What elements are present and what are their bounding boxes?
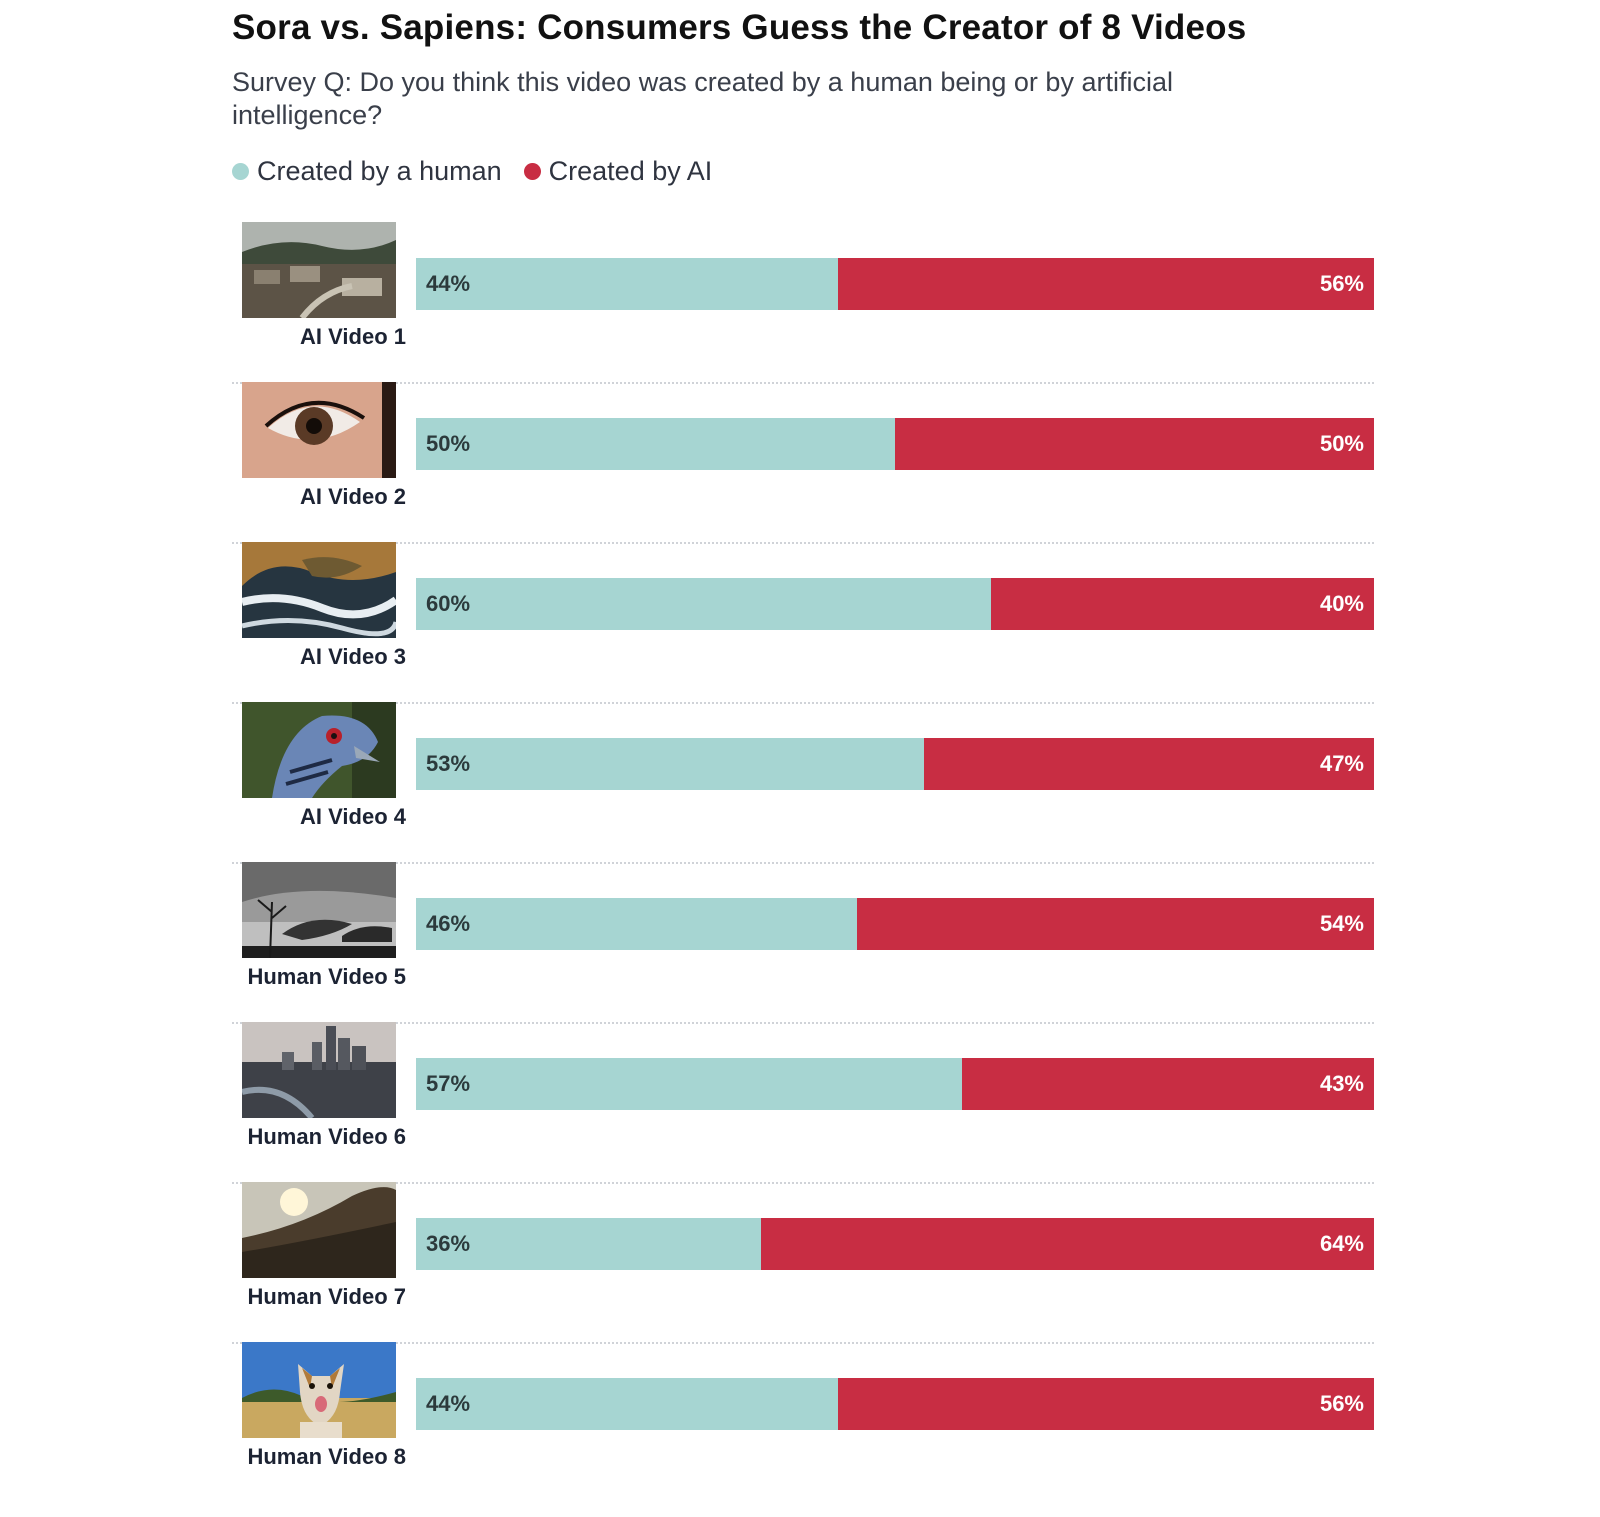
category-label: Human Video 7 <box>247 1284 406 1309</box>
row-divider <box>232 542 1374 544</box>
row-divider <box>232 1182 1374 1184</box>
chart-row: Human Video 6 57% 43% <box>232 1020 1374 1184</box>
data-label-ai: 40% <box>1319 591 1364 616</box>
data-label-human: 36% <box>426 1231 471 1256</box>
data-label-ai: 56% <box>1319 271 1364 296</box>
stacked-bar: 57% 43% <box>416 1058 1374 1110</box>
data-label-human: 50% <box>426 431 471 456</box>
stacked-bar: 46% 54% <box>416 898 1374 950</box>
data-label-human: 60% <box>426 591 471 616</box>
eye-icon <box>242 382 396 478</box>
row-divider <box>232 862 1374 864</box>
data-label-human: 53% <box>426 751 471 776</box>
chart-row: AI Video 4 53% 47% <box>232 700 1374 864</box>
legend-label-human: Created by a human <box>257 156 502 186</box>
bar-segment-human: 57% <box>416 1058 963 1110</box>
bar-segment-human: 36% <box>416 1218 761 1270</box>
bar-segment-ai: 40% <box>990 578 1374 630</box>
bar-segment-ai: 47% <box>923 738 1374 790</box>
row-divider <box>232 1022 1374 1024</box>
chart-row: AI Video 3 60% 40% <box>232 540 1374 704</box>
category-label: Human Video 5 <box>247 964 406 989</box>
dog-icon <box>242 1342 396 1438</box>
bar-segment-ai: 54% <box>856 898 1374 950</box>
category-label: AI Video 4 <box>300 804 406 829</box>
data-label-human: 44% <box>426 1391 471 1416</box>
row-divider <box>232 382 1374 384</box>
data-label-human: 57% <box>426 1071 471 1096</box>
chart-row: Human Video 8 44% 56% <box>232 1340 1374 1504</box>
legend-item-human: Created by a human <box>232 156 502 187</box>
data-label-ai: 56% <box>1319 1391 1364 1416</box>
bird-icon <box>242 702 396 798</box>
village-icon <box>242 222 396 318</box>
data-label-ai: 47% <box>1319 751 1364 776</box>
stacked-bar: 44% 56% <box>416 258 1374 310</box>
chart-row: Human Video 7 36% 64% <box>232 1180 1374 1344</box>
coast-icon <box>242 542 396 638</box>
data-label-human: 46% <box>426 911 471 936</box>
chart-row: Human Video 5 46% 54% <box>232 860 1374 1024</box>
category-label: AI Video 3 <box>300 644 406 669</box>
stacked-bar: 60% 40% <box>416 578 1374 630</box>
bar-segment-human: 53% <box>416 738 924 790</box>
category-label: AI Video 2 <box>300 484 406 509</box>
legend-swatch-human <box>232 163 249 180</box>
chart-title: Sora vs. Sapiens: Consumers Guess the Cr… <box>232 8 1247 47</box>
legend: Created by a human Created by AI <box>232 156 734 187</box>
data-label-ai: 64% <box>1319 1231 1364 1256</box>
category-label: Human Video 8 <box>247 1444 406 1469</box>
row-divider <box>232 1342 1374 1344</box>
stacked-bar: 50% 50% <box>416 418 1374 470</box>
stacked-bar: 36% 64% <box>416 1218 1374 1270</box>
category-label: Human Video 6 <box>247 1124 406 1149</box>
legend-item-ai: Created by AI <box>523 156 713 187</box>
bar-segment-ai: 56% <box>837 258 1374 310</box>
legend-label-ai: Created by AI <box>548 156 713 186</box>
bar-segment-ai: 43% <box>962 1058 1374 1110</box>
data-label-human: 44% <box>426 271 471 296</box>
city-icon <box>242 1022 396 1118</box>
bar-segment-human: 60% <box>416 578 991 630</box>
bar-segment-ai: 50% <box>895 418 1374 470</box>
row-divider <box>232 702 1374 704</box>
stacked-bar: 53% 47% <box>416 738 1374 790</box>
smoke-icon <box>242 862 396 958</box>
data-label-ai: 54% <box>1319 911 1364 936</box>
data-label-ai: 43% <box>1319 1071 1364 1096</box>
chart-row: AI Video 1 44% 56% <box>232 220 1374 384</box>
chart-row: AI Video 2 50% 50% <box>232 380 1374 544</box>
data-label-ai: 50% <box>1319 431 1364 456</box>
bar-segment-ai: 64% <box>760 1218 1374 1270</box>
legend-swatch-ai <box>523 163 541 180</box>
sunset-icon <box>242 1182 396 1278</box>
bar-segment-human: 50% <box>416 418 895 470</box>
bar-segment-human: 44% <box>416 258 838 310</box>
bar-segment-human: 44% <box>416 1378 838 1430</box>
bar-segment-ai: 56% <box>837 1378 1374 1430</box>
chart-subtitle: Survey Q: Do you think this video was cr… <box>232 67 1173 130</box>
stacked-bar: 44% 56% <box>416 1378 1374 1430</box>
category-label: AI Video 1 <box>300 324 406 349</box>
bar-segment-human: 46% <box>416 898 857 950</box>
